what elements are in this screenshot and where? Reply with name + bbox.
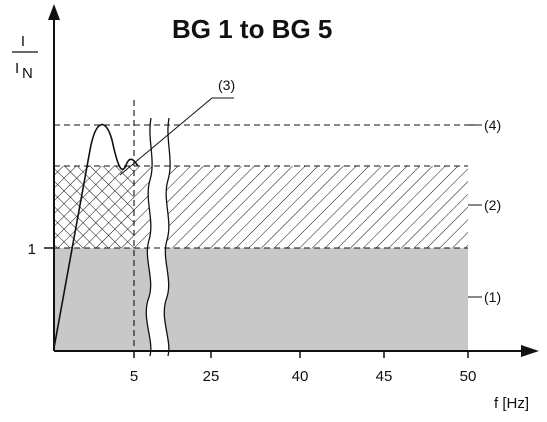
axis-break-gap xyxy=(146,118,171,356)
diagram-title: BG 1 to BG 5 xyxy=(172,14,332,44)
x-axis-arrow-icon xyxy=(521,345,539,357)
y-label-numerator: I xyxy=(21,33,25,50)
crosshatch-area xyxy=(54,166,134,248)
y-label-denominator-sub: N xyxy=(22,65,33,82)
x-tick-label-50: 50 xyxy=(460,368,477,385)
x-tick-label-5: 5 xyxy=(130,368,138,385)
x-tick-label-25: 25 xyxy=(203,368,220,385)
callout-3-leader xyxy=(119,97,234,176)
x-tick-label-45: 45 xyxy=(376,368,393,385)
y-tick-label-1: 1 xyxy=(28,241,36,258)
callout-label-4: (4) xyxy=(484,117,501,133)
x-ticks xyxy=(133,351,469,358)
current-curve xyxy=(53,123,139,349)
region-1-area xyxy=(54,248,468,351)
x-tick-label-40: 40 xyxy=(292,368,309,385)
callout-label-1: (1) xyxy=(484,289,501,305)
y-axis-arrow-icon xyxy=(48,4,60,20)
y-label-denominator: I xyxy=(15,60,19,77)
axis-break-left-edge xyxy=(145,117,153,357)
callout-label-3: (3) xyxy=(218,77,235,93)
x-axis-label: f [Hz] xyxy=(494,395,529,412)
callout-label-2: (2) xyxy=(484,197,501,213)
axis-break-right-edge xyxy=(163,117,171,357)
